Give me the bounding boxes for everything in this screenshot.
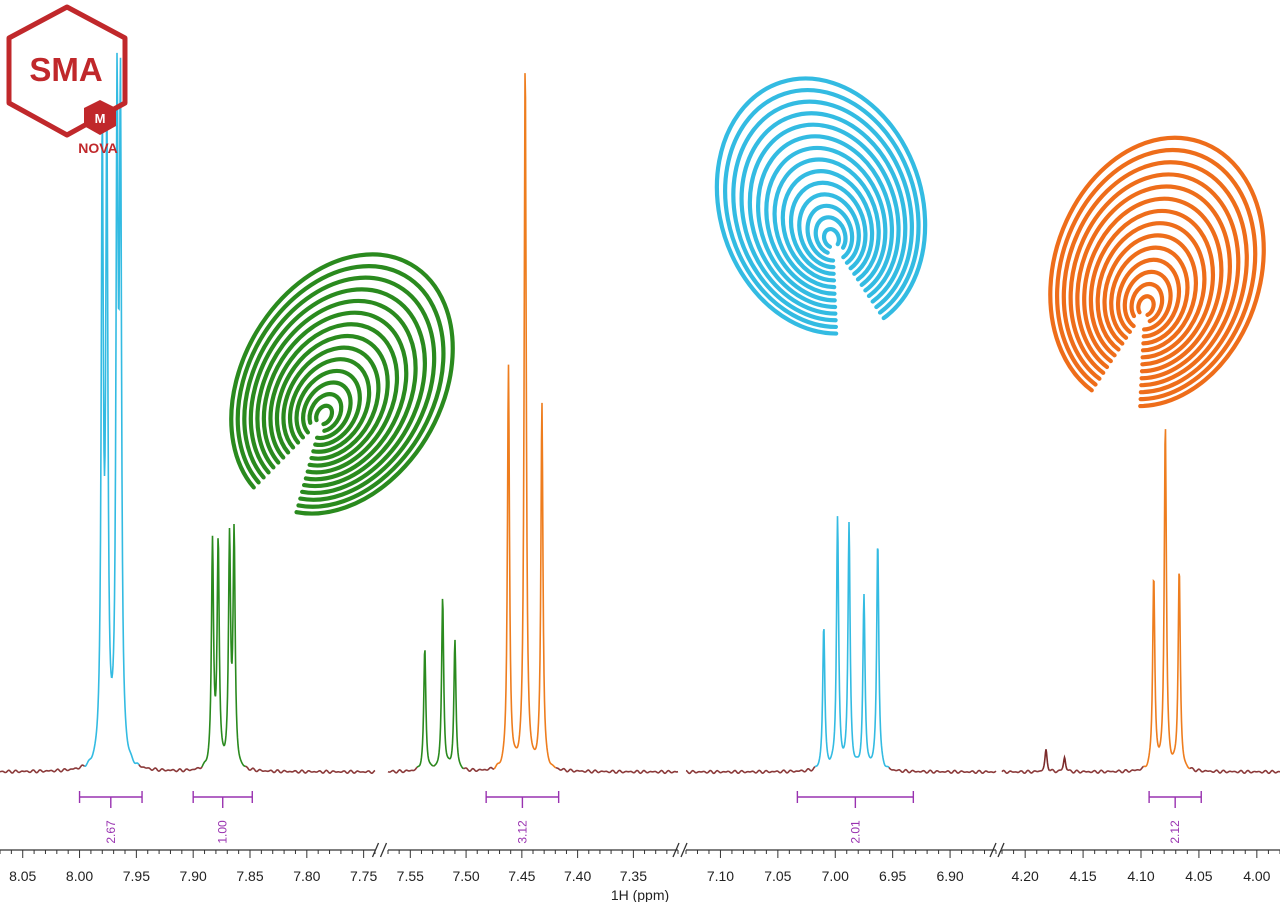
tick-label: 7.95 bbox=[123, 868, 150, 884]
integral-marker: 1.00 bbox=[193, 791, 252, 844]
spectrum-trace bbox=[417, 650, 433, 767]
tick-label: 4.20 bbox=[1012, 868, 1039, 884]
integral-value-label: 1.00 bbox=[216, 820, 230, 844]
tick-label: 7.35 bbox=[620, 868, 647, 884]
integral-marker: 3.12 bbox=[486, 791, 559, 844]
fingerprint-ridge bbox=[1136, 294, 1156, 316]
integral-marker: 2.12 bbox=[1149, 791, 1201, 844]
tick-label: 8.05 bbox=[9, 868, 36, 884]
tick-label: 7.45 bbox=[508, 868, 535, 884]
logo-text: SMA bbox=[29, 51, 102, 88]
tick-label: 7.85 bbox=[236, 868, 263, 884]
spectrum-trace bbox=[1002, 769, 1043, 773]
spectrum-trace bbox=[1144, 429, 1191, 768]
spectrum-trace bbox=[1050, 768, 1063, 773]
tick-label: 7.55 bbox=[397, 868, 424, 884]
tick-label: 7.10 bbox=[707, 868, 734, 884]
spectrum-trace bbox=[464, 768, 495, 772]
spectrum-trace bbox=[889, 768, 996, 774]
tick-label: 7.40 bbox=[564, 868, 591, 884]
spectrum-trace bbox=[246, 766, 376, 773]
tick-label: 7.75 bbox=[350, 868, 377, 884]
tick-label: 7.90 bbox=[180, 868, 207, 884]
spectrum-trace bbox=[0, 765, 85, 773]
tick-label: 6.90 bbox=[936, 868, 963, 884]
spectrum-trace bbox=[1043, 749, 1050, 770]
spectrum-trace bbox=[556, 768, 678, 774]
x-axis-label: 1H (ppm) bbox=[611, 887, 669, 902]
integral-marker: 2.67 bbox=[80, 791, 143, 844]
spectrum-trace bbox=[686, 767, 815, 774]
tick-label: 7.80 bbox=[293, 868, 320, 884]
x-axis: 8.05 8.00 7.95 7.90 7.85 7.80 7.75 7.55 7.50 7.45… bbox=[0, 843, 1280, 884]
tick-label: 8.00 bbox=[66, 868, 93, 884]
tick-label: 4.00 bbox=[1243, 868, 1270, 884]
integral-marker: 2.01 bbox=[797, 791, 913, 844]
spectrum-traces bbox=[0, 53, 1280, 774]
integral-markers: 2.67 1.00 3.12 2.01 2.12 bbox=[80, 791, 1202, 844]
logo-subtext: NOVA bbox=[78, 140, 117, 156]
logo-m-glyph: M bbox=[95, 111, 106, 126]
spectrum-trace bbox=[494, 73, 556, 769]
spectrum-trace bbox=[388, 767, 417, 773]
sma-nova-logo: SMA M NOVA bbox=[0, 0, 135, 160]
tick-label: 6.95 bbox=[879, 868, 906, 884]
fingerprint-ridge bbox=[314, 403, 335, 426]
spectrum-trace bbox=[202, 524, 246, 767]
spectrum-trace bbox=[139, 765, 202, 772]
integral-value-label: 2.67 bbox=[104, 820, 118, 844]
integral-value-label: 2.01 bbox=[848, 820, 862, 844]
fingerprint-decorations bbox=[189, 51, 1280, 550]
tick-label: 4.15 bbox=[1069, 868, 1096, 884]
blue-fingerprint bbox=[685, 51, 956, 357]
tick-label: 7.05 bbox=[764, 868, 791, 884]
tick-label: 4.10 bbox=[1127, 868, 1154, 884]
integral-value-label: 2.12 bbox=[1168, 820, 1182, 844]
green-fingerprint bbox=[189, 214, 498, 549]
integral-value-label: 3.12 bbox=[515, 820, 529, 844]
fingerprint-ridge bbox=[822, 227, 841, 248]
spectrum-trace bbox=[434, 599, 464, 769]
spectrum-trace bbox=[1190, 768, 1280, 774]
tick-label: 7.00 bbox=[822, 868, 849, 884]
tick-label: 7.50 bbox=[452, 868, 479, 884]
spectrum-trace bbox=[815, 516, 889, 767]
tick-label: 4.05 bbox=[1185, 868, 1212, 884]
orange-fingerprint bbox=[1018, 110, 1280, 430]
spectrum-trace bbox=[1068, 766, 1144, 773]
spectrum-trace bbox=[1063, 757, 1068, 770]
axis-break-mark bbox=[381, 843, 387, 857]
